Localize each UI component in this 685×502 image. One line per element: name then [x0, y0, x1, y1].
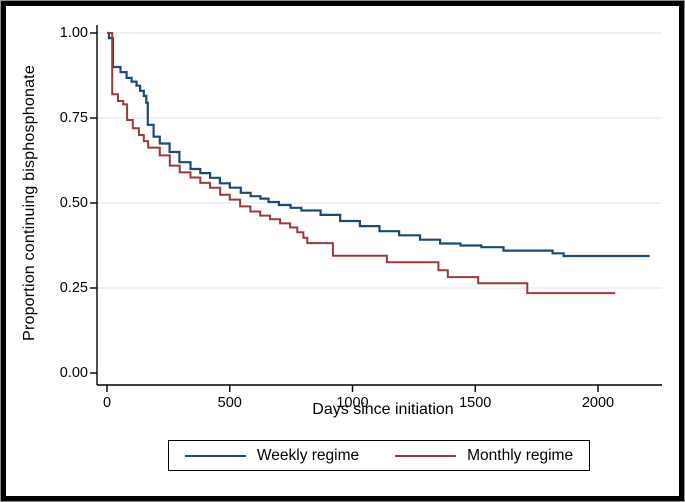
x-axis-title: Days since initiation: [312, 401, 454, 418]
y-tick-label: 0.50: [59, 195, 88, 211]
x-tick-label: 1500: [459, 395, 492, 411]
y-tick-label: 1.00: [59, 25, 88, 41]
legend-entry-weekly: Weekly regime: [184, 446, 360, 465]
legend-label-monthly: Monthly regime: [467, 446, 574, 464]
y-tick-label: 0.00: [59, 365, 88, 381]
weekly-regime-line-sample: [184, 454, 246, 457]
y-axis-title: Proportion continuing bisphosphonate: [21, 65, 38, 341]
x-tick-label: 0: [102, 395, 112, 411]
legend: Weekly regime Monthly regime: [168, 440, 590, 471]
y-tick-label: 0.75: [59, 110, 88, 126]
x-tick-label: 1000: [336, 395, 369, 411]
x-tick-label: 500: [217, 395, 242, 411]
monthly-regime-line-sample: [395, 454, 457, 457]
y-tick-label: 0.25: [59, 280, 88, 296]
legend-entry-monthly: Monthly regime: [395, 447, 573, 465]
weekly-regime-curve: [107, 31, 650, 258]
monthly-regime-curve: [107, 32, 616, 295]
x-tick-label: 2000: [581, 395, 615, 411]
legend-label-weekly: Weekly regime: [256, 446, 360, 464]
